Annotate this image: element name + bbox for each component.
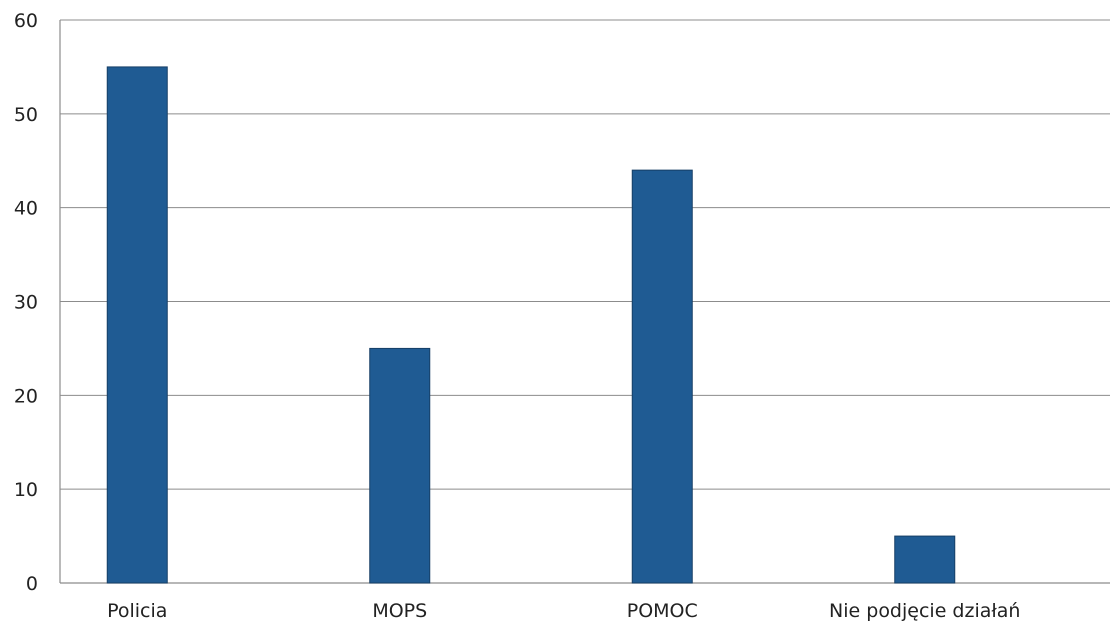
bar [369,347,431,584]
y-tick-label: 50 [14,104,38,126]
y-tick-label: 60 [14,10,38,32]
y-tick-label: 0 [26,573,38,595]
category-labels: Policia MOPS POMOC Nie podjęcie działań [107,600,1020,622]
bar [894,535,956,584]
bar [106,66,168,584]
y-tick-label: 40 [14,198,38,220]
y-tick-label: 30 [14,292,38,314]
x-tick-label: MOPS [372,600,427,622]
x-tick-label: POMOC [627,600,698,622]
y-tick-label: 10 [14,479,38,501]
x-tick-label: Nie podjęcie działań [829,600,1020,622]
gridlines [60,19,1110,490]
bar [631,169,693,584]
bars [106,66,956,584]
y-tick-labels: 0 10 20 30 40 50 60 [14,10,38,595]
y-tick-label: 20 [14,385,38,407]
x-tick-label: Policia [107,600,167,622]
